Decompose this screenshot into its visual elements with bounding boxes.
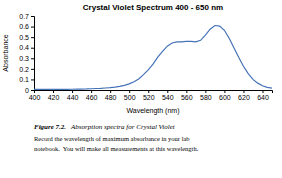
tick-label: 0 — [25, 87, 29, 94]
tick-mark — [148, 90, 149, 93]
tick-mark — [224, 90, 225, 93]
tick: 0.6 — [19, 23, 34, 30]
tick: 500 — [124, 90, 136, 101]
tick-mark — [262, 90, 263, 93]
tick: 0.4 — [19, 44, 34, 51]
tick: 580 — [200, 90, 212, 101]
tick-label: 0.4 — [19, 44, 29, 51]
tick-label: 0.3 — [19, 55, 29, 62]
axis-line — [35, 91, 273, 94]
tick-label: 0.6 — [19, 23, 29, 30]
tick-label: 580 — [200, 94, 212, 101]
tick-mark — [243, 90, 244, 93]
y-axis: 0 0.1 0.2 0.3 0.4 0.5 0.6 0.7 — [19, 13, 34, 94]
tick-mark — [31, 48, 34, 49]
tick: 460 — [86, 90, 98, 101]
axis-line — [31, 17, 35, 91]
tick-label: 540 — [162, 94, 174, 101]
tick: 600 — [219, 90, 231, 101]
tick-label: 0.1 — [19, 76, 29, 83]
tick: 520 — [143, 90, 155, 101]
tick-label: 0.5 — [19, 34, 29, 41]
tick: 640 — [257, 90, 269, 101]
tick: 620 — [238, 90, 250, 101]
tick-mark — [31, 79, 34, 80]
body-text: Record the wavelength of maximum absorba… — [34, 135, 190, 142]
tick: 420 — [48, 90, 60, 101]
tick-mark — [31, 16, 34, 17]
tick: 0 — [25, 87, 34, 94]
line — [34, 26, 272, 90]
x-axis: 400 420 440 460 480 500 520 540 560 580 600 620 640 — [29, 90, 273, 101]
tick-mark — [186, 90, 187, 93]
tick-mark — [129, 90, 130, 93]
plot-area — [34, 26, 272, 90]
tick-mark — [205, 90, 206, 93]
tick-mark — [53, 90, 54, 93]
tick-label: 600 — [219, 94, 231, 101]
tick-label: 480 — [105, 94, 117, 101]
tick-label: 640 — [257, 94, 269, 101]
tick-label: 400 — [29, 94, 41, 101]
tick-mark — [31, 69, 34, 70]
tick-label: 520 — [143, 94, 155, 101]
x-axis-title: Wavelength (nm) — [126, 107, 179, 115]
y-axis-title: Absorbance — [2, 34, 9, 71]
tick: 560 — [181, 90, 193, 101]
tick-label: 560 — [181, 94, 193, 101]
tick-mark — [91, 90, 92, 93]
tick: 0.7 — [19, 13, 34, 20]
tick-mark — [31, 90, 34, 91]
tick-mark — [72, 90, 73, 93]
tick: 480 — [105, 90, 117, 101]
tick-mark — [167, 90, 168, 93]
tick: 440 — [67, 90, 79, 101]
tick: 0.2 — [19, 66, 34, 73]
tick: 540 — [162, 90, 174, 101]
tick: 0.1 — [19, 76, 34, 83]
tick-mark — [110, 90, 111, 93]
tick-label: 440 — [67, 94, 79, 101]
tick-mark — [31, 37, 34, 38]
tick-label: 0.2 — [19, 66, 29, 73]
tick: 400 — [29, 90, 41, 101]
tick-label: 460 — [86, 94, 98, 101]
tick: 0.5 — [19, 34, 34, 41]
caption: Absorption spectra for Crystal Violet — [70, 123, 176, 131]
tick-label: 500 — [124, 94, 136, 101]
tick-mark — [31, 27, 34, 28]
tick-label: 0.7 — [19, 13, 29, 20]
caption-label: Figure 7.2. — [34, 123, 66, 131]
body-text: notebook. You will make all measurements… — [34, 145, 199, 152]
tick-label: 420 — [48, 94, 60, 101]
title: Crystal Violet Spectrum 400 - 650 nm — [83, 3, 223, 12]
chart: 400 420 440 460 480 500 520 540 560 580 600 620 640 0… — [0, 0, 282, 178]
tick: 0.3 — [19, 55, 34, 62]
tick-label: 620 — [238, 94, 250, 101]
tick-mark — [31, 58, 34, 59]
